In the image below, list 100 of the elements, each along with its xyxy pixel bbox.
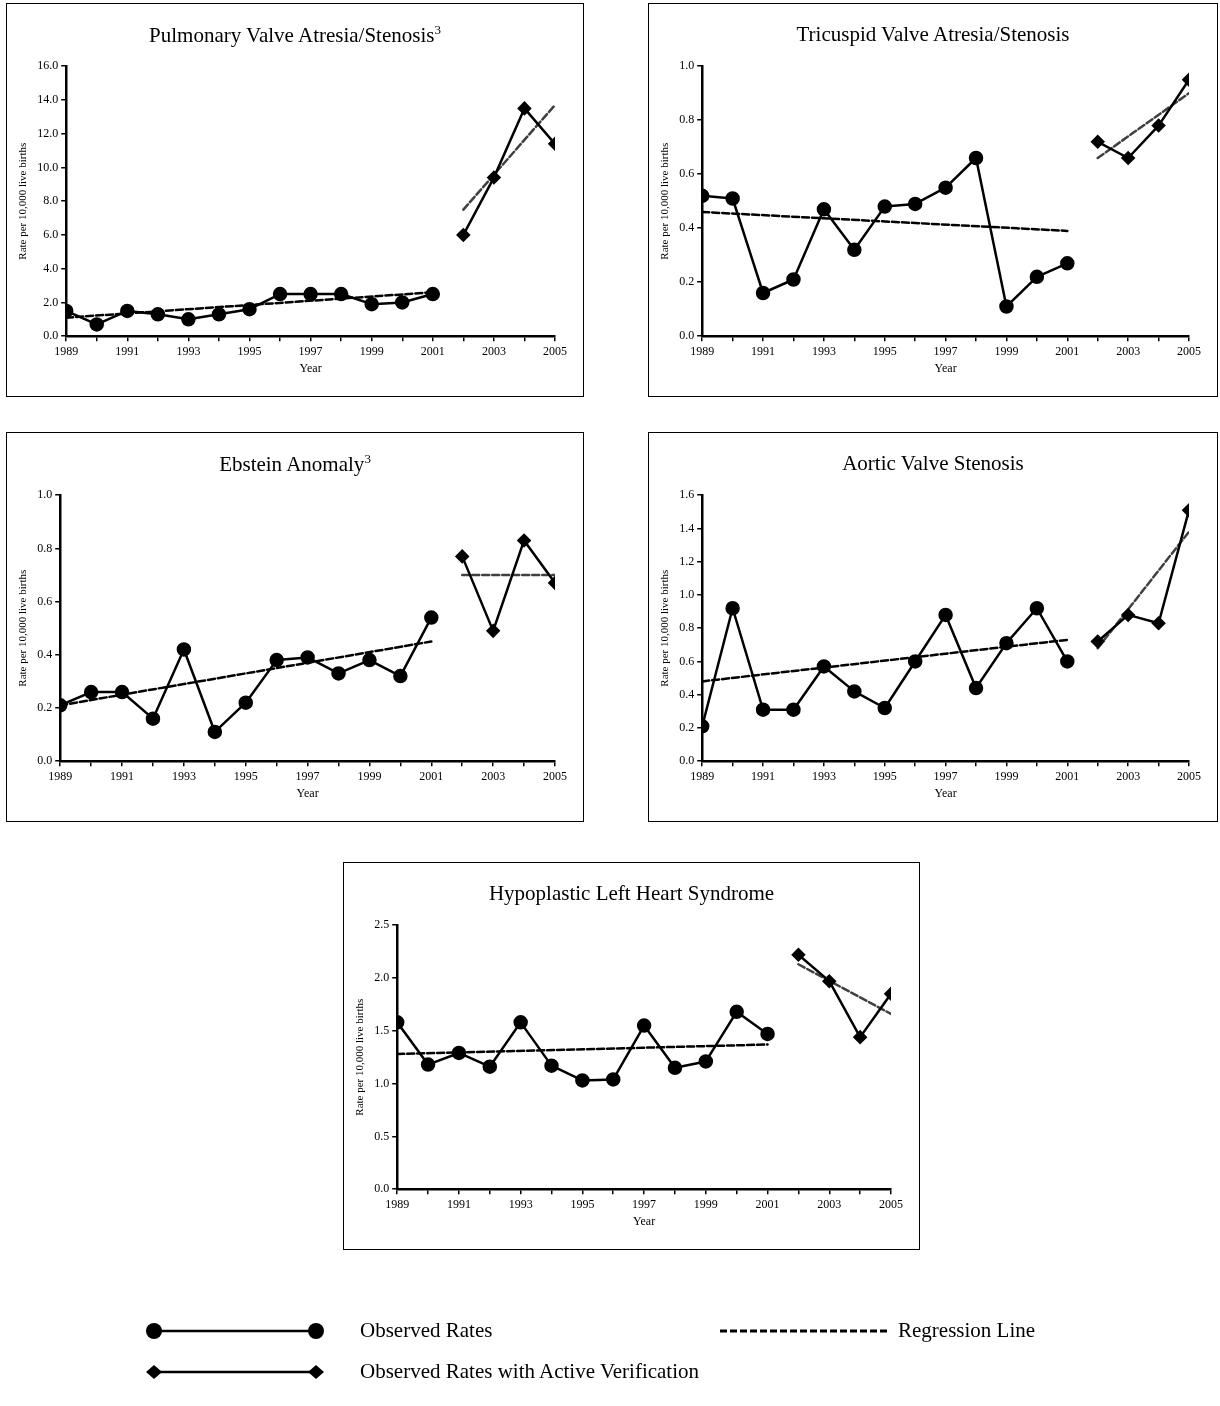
point	[303, 286, 318, 302]
x-tick-label: 2005	[543, 768, 567, 783]
point	[269, 652, 284, 668]
point	[83, 684, 99, 700]
x-axis-title: Year	[633, 1213, 656, 1228]
legend-label: Regression Line	[898, 1318, 1036, 1343]
x-tick-label: 1989	[54, 343, 79, 358]
x-tick-label: 2001	[1055, 768, 1080, 783]
x-tick-label: 1993	[171, 768, 196, 783]
x-tick-label: 1995	[872, 343, 897, 358]
x-tick-label: 2003	[481, 768, 506, 783]
point	[1121, 151, 1135, 165]
y-axis-title: Rate per 10,000 live births	[16, 142, 29, 260]
point	[816, 202, 832, 217]
chart-title: Pulmonary Valve Atresia/Stenosis$^{3}$	[148, 22, 442, 49]
y-tick-label: 1.2	[679, 553, 695, 568]
x-tick-label: 1993	[176, 343, 201, 358]
y-tick-label: 0.4	[37, 646, 53, 661]
x-tick-label: 1989	[690, 343, 715, 358]
point	[575, 1073, 590, 1088]
chart-title: Tricuspid Valve Atresia/Stenosis	[795, 22, 1071, 48]
x-axis-title: Year	[934, 785, 957, 800]
x-tick-label: 1989	[385, 1196, 410, 1211]
x-tick-label: 2005	[1177, 343, 1201, 358]
y-tick-label: 0.4	[679, 220, 695, 235]
point	[211, 307, 227, 322]
point	[176, 642, 192, 657]
point	[907, 196, 923, 212]
point	[425, 286, 441, 302]
x-tick-label: 1991	[446, 1196, 471, 1211]
y-tick-label: 1.0	[374, 1075, 390, 1090]
point	[544, 1058, 559, 1073]
y-tick-label: 2.0	[374, 970, 390, 985]
x-axis-title: Year	[934, 360, 957, 375]
point	[207, 724, 223, 740]
point	[272, 286, 288, 302]
y-tick-label: 12.0	[37, 125, 59, 140]
x-axis-title: Year	[296, 785, 319, 800]
point	[424, 610, 439, 625]
y-tick-label: 0.8	[37, 540, 53, 555]
x-tick-label: 1991	[115, 343, 140, 358]
point	[755, 702, 771, 717]
point	[729, 1004, 744, 1020]
point	[1090, 634, 1105, 649]
point	[999, 635, 1014, 651]
point	[968, 150, 984, 166]
x-tick-label: 1999	[357, 768, 382, 783]
x-tick-label: 2005	[1177, 768, 1201, 783]
x-tick-label: 2005	[879, 1196, 903, 1211]
x-axis-title: Year	[299, 360, 322, 375]
legend-label: Observed Rates	[360, 1318, 493, 1343]
x-tick-label: 1999	[994, 343, 1019, 358]
y-tick-label: 0.0	[374, 1181, 390, 1196]
y-tick-label: 0.0	[679, 328, 695, 343]
point	[238, 695, 253, 710]
point	[456, 228, 471, 242]
point	[1029, 269, 1045, 285]
point	[455, 549, 469, 564]
point	[877, 199, 892, 214]
point	[89, 317, 104, 332]
x-tick-label: 2003	[1116, 768, 1141, 783]
x-tick-label: 1999	[693, 1196, 718, 1211]
x-tick-label: 2001	[1055, 343, 1080, 358]
point	[486, 624, 500, 638]
point	[393, 668, 408, 684]
y-tick-label: 0.6	[37, 593, 53, 608]
x-tick-label: 2001	[419, 768, 444, 783]
x-tick-label: 1997	[933, 768, 958, 783]
y-tick-label: 8.0	[43, 193, 59, 208]
point	[420, 1057, 436, 1072]
point	[877, 700, 892, 716]
point	[150, 307, 166, 322]
point	[816, 659, 832, 674]
x-tick-label: 2005	[543, 343, 567, 358]
y-tick-label: 1.0	[679, 58, 695, 73]
point	[451, 1045, 467, 1061]
y-tick-label: 0.6	[679, 653, 695, 668]
y-tick-label: 6.0	[43, 227, 59, 242]
point	[786, 272, 801, 287]
x-tick-label: 1999	[359, 343, 384, 358]
y-tick-label: 0.8	[679, 112, 695, 127]
x-tick-label: 1995	[237, 343, 262, 358]
x-tick-label: 1991	[751, 768, 776, 783]
point	[242, 301, 257, 317]
point	[513, 1015, 528, 1030]
x-tick-label: 1995	[872, 768, 897, 783]
point	[907, 654, 923, 669]
point	[847, 684, 862, 699]
point	[847, 242, 862, 258]
x-tick-label: 2001	[755, 1196, 780, 1211]
legend-label: Observed Rates with Active Verification	[360, 1359, 700, 1384]
point	[145, 711, 161, 726]
point	[791, 948, 806, 962]
y-tick-label: 0.6	[679, 166, 695, 181]
point	[725, 601, 740, 616]
point	[300, 650, 315, 665]
x-tick-label: 1997	[933, 343, 958, 358]
point	[114, 684, 130, 700]
point	[331, 666, 346, 681]
y-tick-label: 10.0	[37, 159, 59, 174]
